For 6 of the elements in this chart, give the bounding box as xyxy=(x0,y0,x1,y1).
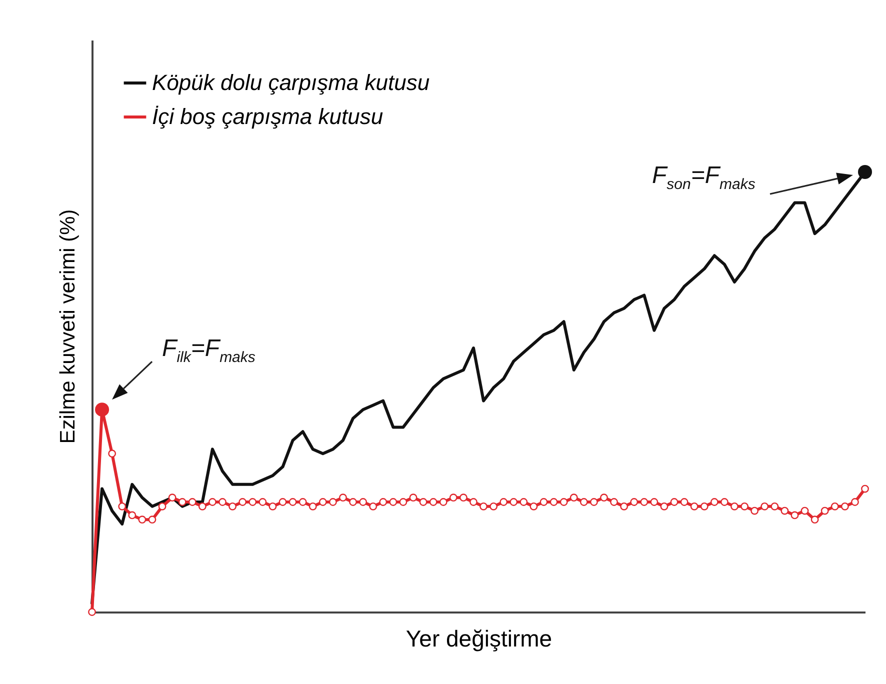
legend-label: İçi boş çarpışma kutusu xyxy=(152,104,384,129)
annotation: F$_{son}$=F$_{maks}$ xyxy=(652,162,756,193)
annotation: F$_{ilk}$=F$_{maks}$ xyxy=(162,334,256,366)
legend-label: Köpük dolu çarpışma kutusu xyxy=(152,70,430,95)
y-axis-title: Ezilme kuvveti verimi (%) xyxy=(56,209,80,444)
x-axis-title: Yer değiştirme xyxy=(406,626,552,652)
